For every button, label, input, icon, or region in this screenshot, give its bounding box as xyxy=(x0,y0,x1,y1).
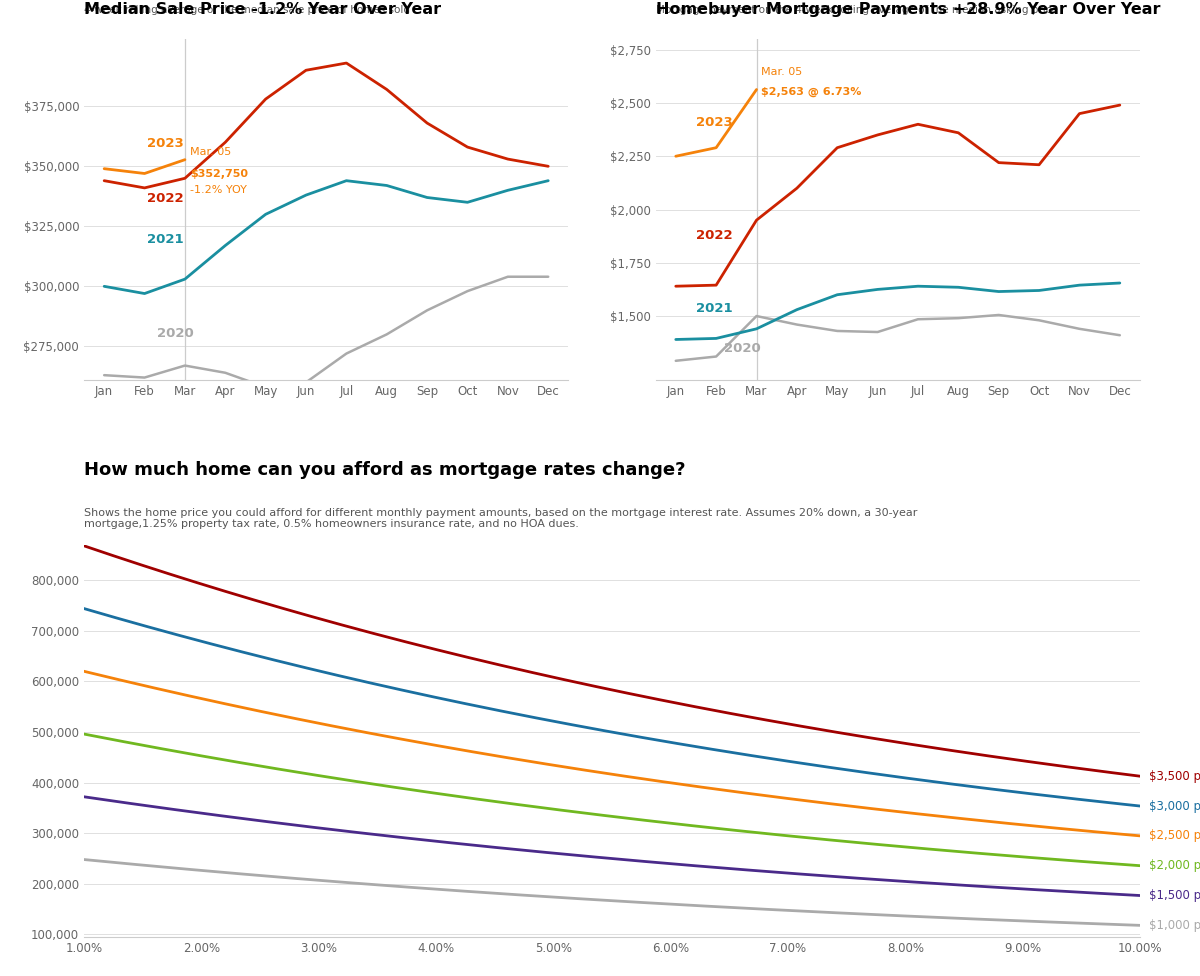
Text: 2023: 2023 xyxy=(696,116,733,130)
Text: $3,000 payment: $3,000 payment xyxy=(1150,799,1200,813)
Text: $1,000 payment: $1,000 payment xyxy=(1150,918,1200,932)
Text: Shows the home price you could afford for different monthly payment amounts, bas: Shows the home price you could afford fo… xyxy=(84,508,917,529)
Text: $352,750: $352,750 xyxy=(190,169,247,179)
Text: Mar. 05: Mar. 05 xyxy=(761,67,803,77)
Text: How much home can you afford as mortgage rates change?: How much home can you afford as mortgage… xyxy=(84,462,685,479)
Text: $1,500 payment: $1,500 payment xyxy=(1150,889,1200,902)
Text: $3,500 payment: $3,500 payment xyxy=(1150,770,1200,783)
Text: 2020: 2020 xyxy=(157,327,193,340)
Text: 2020: 2020 xyxy=(725,343,761,355)
Text: Median Sale Price -1.2% Year Over Year: Median Sale Price -1.2% Year Over Year xyxy=(84,2,442,17)
Text: $2,000 payment: $2,000 payment xyxy=(1150,859,1200,873)
Text: Mar. 05: Mar. 05 xyxy=(190,146,232,157)
Text: 2022: 2022 xyxy=(146,192,184,205)
Text: $2,500 payment: $2,500 payment xyxy=(1150,830,1200,842)
Text: 2022: 2022 xyxy=(696,229,732,242)
Text: 4-week rolling average of the median sale price of homes sold: 4-week rolling average of the median sal… xyxy=(84,5,410,16)
Text: Homebuyer Mortgage Payments +28.9% Year Over Year: Homebuyer Mortgage Payments +28.9% Year … xyxy=(655,2,1160,17)
Text: 2021: 2021 xyxy=(146,233,184,246)
Text: Mortgage payment on the 4-week rolling average of the median asking price: Mortgage payment on the 4-week rolling a… xyxy=(655,5,1057,16)
Text: 2021: 2021 xyxy=(696,302,732,315)
Text: -1.2% YOY: -1.2% YOY xyxy=(190,185,247,195)
Text: 2023: 2023 xyxy=(146,137,184,150)
Text: $2,563 @ 6.73%: $2,563 @ 6.73% xyxy=(761,87,862,98)
